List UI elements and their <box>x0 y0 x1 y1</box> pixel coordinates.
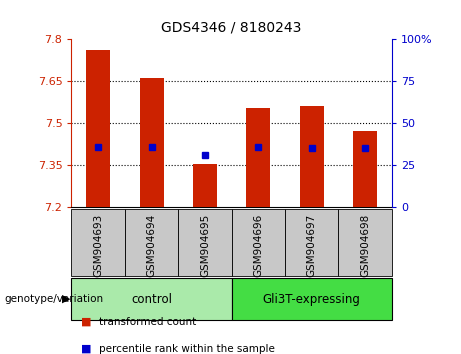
Bar <box>178 209 231 276</box>
Bar <box>125 209 178 276</box>
Text: GSM904693: GSM904693 <box>93 214 103 278</box>
Text: GSM904696: GSM904696 <box>254 214 263 278</box>
Bar <box>300 106 324 207</box>
Text: GSM904697: GSM904697 <box>307 214 317 278</box>
Bar <box>140 78 164 207</box>
Text: transformed count: transformed count <box>99 317 196 327</box>
Text: genotype/variation: genotype/variation <box>5 294 104 304</box>
Bar <box>86 50 110 207</box>
Text: control: control <box>131 293 172 306</box>
Bar <box>231 278 392 320</box>
Bar <box>353 131 377 207</box>
Bar <box>71 278 231 320</box>
Text: GSM904695: GSM904695 <box>200 214 210 278</box>
Text: ■: ■ <box>81 317 91 327</box>
Text: Gli3T-expressing: Gli3T-expressing <box>263 293 361 306</box>
Text: GSM904698: GSM904698 <box>360 214 370 278</box>
Title: GDS4346 / 8180243: GDS4346 / 8180243 <box>161 21 302 35</box>
Bar <box>71 209 125 276</box>
Bar <box>338 209 392 276</box>
Text: ▶: ▶ <box>62 294 71 304</box>
Bar <box>285 209 338 276</box>
Bar <box>193 164 217 207</box>
Text: GSM904694: GSM904694 <box>147 214 157 278</box>
Bar <box>246 108 270 207</box>
Text: percentile rank within the sample: percentile rank within the sample <box>99 344 275 354</box>
Bar <box>231 209 285 276</box>
Text: ■: ■ <box>81 344 91 354</box>
